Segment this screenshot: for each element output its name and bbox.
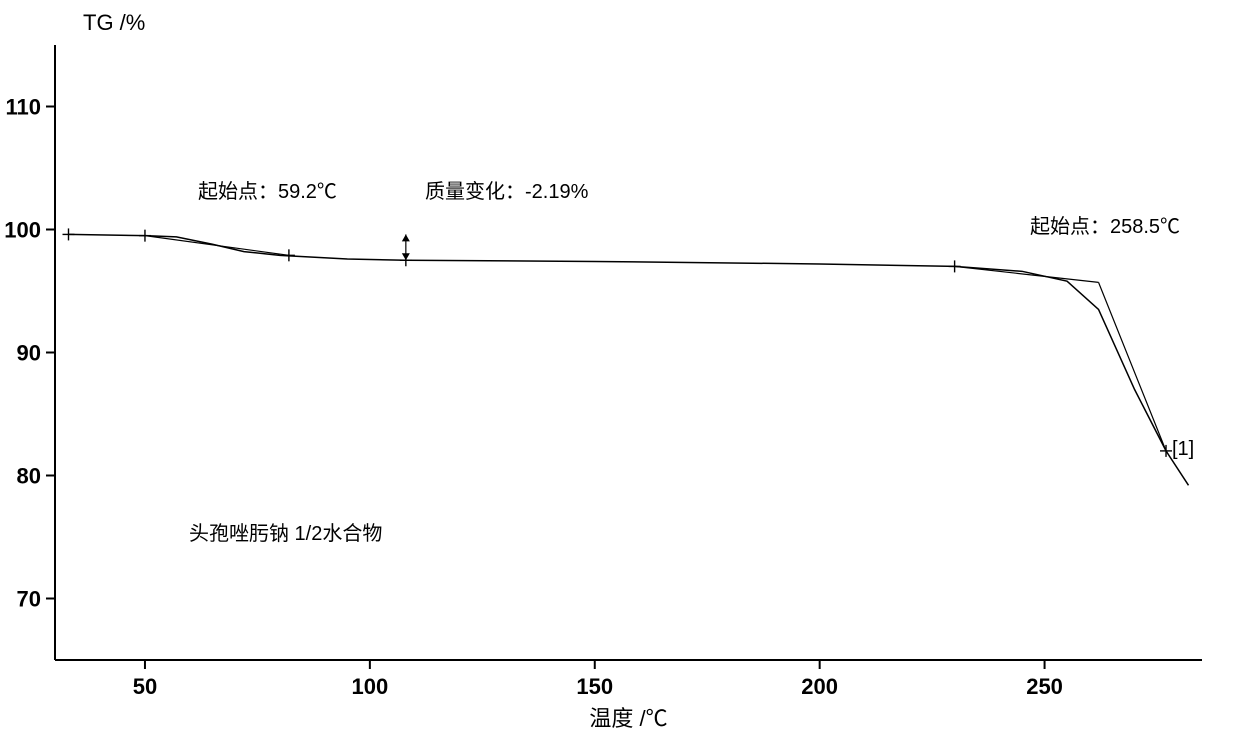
x-tick-label: 100 xyxy=(352,674,389,699)
series-tag-label: [1] xyxy=(1172,438,1194,460)
y-axis-label: TG /% xyxy=(83,10,145,35)
x-tick-label: 50 xyxy=(133,674,157,699)
y-tick-label: 90 xyxy=(17,341,41,366)
y-tick-label: 100 xyxy=(4,218,41,243)
y-tick-label: 110 xyxy=(6,95,42,120)
chart-container: 50 100 150 200 250 温度 /℃ 70 80 90 100 110 TG /% 起始点：… xyxy=(0,0,1240,744)
x-tick-label: 250 xyxy=(1026,674,1063,699)
sample-name-label: 头孢唑肟钠 1/2水合物 xyxy=(189,522,382,545)
tg-chart: 50 100 150 200 250 温度 /℃ 70 80 90 100 110 TG /% 起始点：… xyxy=(0,0,1240,744)
mass-change-label: 质量变化：-2.19% xyxy=(425,180,589,203)
y-tick-label: 70 xyxy=(17,587,41,612)
x-axis-label: 温度 /℃ xyxy=(589,706,667,731)
plot-background xyxy=(0,0,1240,744)
y-tick-label: 80 xyxy=(17,464,41,489)
onset1-label: 起始点：59.2℃ xyxy=(198,180,337,203)
onset2-label: 起始点：258.5℃ xyxy=(1030,215,1180,238)
x-tick-label: 200 xyxy=(801,674,838,699)
x-tick-label: 150 xyxy=(576,674,613,699)
